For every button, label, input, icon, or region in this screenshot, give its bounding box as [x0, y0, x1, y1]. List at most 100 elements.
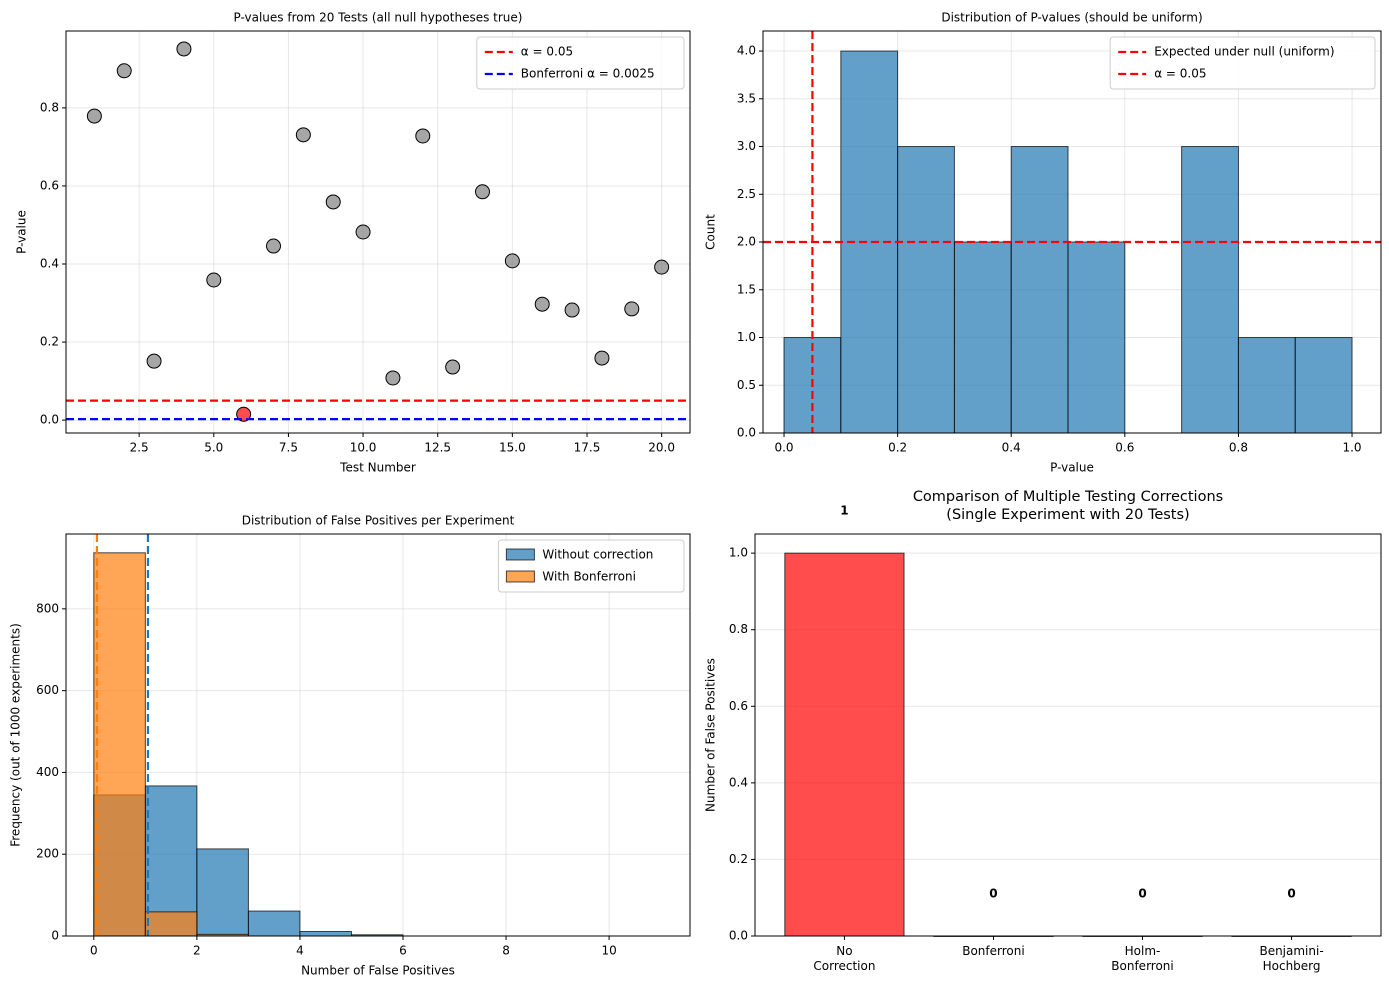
- point: [415, 128, 431, 144]
- x-tick-label: 8: [502, 944, 510, 958]
- y-tick-label: 600: [36, 683, 59, 697]
- x-tick-label: 17.5: [574, 441, 601, 455]
- point: [445, 359, 461, 375]
- axes-frame: [754, 533, 1382, 937]
- hist-bar: [1181, 146, 1239, 434]
- legend: Expected under null (uniform) α = 0.05: [1109, 36, 1376, 90]
- y-tick-label: 200: [36, 847, 59, 861]
- legend-label: α = 0.05: [521, 45, 573, 59]
- legend-swatch: [505, 570, 535, 583]
- axes-frame: [762, 30, 1382, 434]
- y-tick-label: 0.4: [40, 257, 59, 271]
- y-tick-label: 0.0: [737, 426, 756, 440]
- y-tick-label: 0.6: [729, 699, 748, 713]
- legend-box: [476, 36, 685, 90]
- x-tick-label: 0.4: [1002, 441, 1021, 455]
- value-label: 0: [1138, 887, 1146, 901]
- legend-label: Bonferroni α = 0.0025: [521, 67, 655, 81]
- hist-bar: [1237, 337, 1296, 434]
- point: [504, 253, 520, 269]
- point: [624, 301, 640, 317]
- y-tick-label: 0.0: [40, 413, 59, 427]
- y-tick-label: 1.0: [729, 546, 748, 560]
- y-tick-label: 800: [36, 601, 59, 615]
- hist-bar: [144, 911, 198, 937]
- point: [594, 350, 610, 366]
- point: [116, 63, 132, 79]
- x-tick-label: 0.2: [888, 441, 907, 455]
- panel: 0.0 0.2 0.4 0.6 0.8 1.0 1 0 0 0 Number of False Po…: [704, 504, 1382, 943]
- point: [474, 184, 490, 200]
- y-tick-label: 0.6: [40, 178, 59, 192]
- panel: 0.0 0.5 1.0 1.5 2.0 2.5 3.0 3.5 4.0 0.0 0.2 0.4 0.6 0…: [704, 11, 1382, 475]
- x-tick-label: 1.0: [1342, 441, 1361, 455]
- x-axis-label: Number of False Positives: [301, 964, 455, 978]
- x-tick-label: 7.5: [279, 441, 298, 455]
- y-tick-label: 2.5: [737, 187, 756, 201]
- y-tick-label: 0.8: [729, 622, 748, 636]
- y-tick-label: 0.8: [40, 100, 59, 114]
- point: [325, 194, 341, 210]
- chart-title: P-values from 20 Tests (all null hypothe…: [234, 11, 523, 25]
- chart-title: Distribution of P-values (should be unif…: [941, 11, 1202, 25]
- x-tick-label: 2.5: [130, 441, 149, 455]
- x-tick-label: Holm- Bonferroni: [1111, 944, 1174, 973]
- y-axis-label: P-value: [15, 210, 29, 254]
- y-tick-label: 0.0: [729, 929, 748, 943]
- point: [654, 259, 670, 275]
- legend-box: [1109, 36, 1376, 90]
- value-label: 0: [989, 887, 997, 901]
- panel: 0 200 400 600 800 0 2 4 6 8 10 Distribution of Fals…: [9, 514, 691, 978]
- y-tick-label: 4.0: [737, 44, 756, 58]
- y-axis-label: Count: [704, 214, 718, 250]
- y-tick-label: 1.0: [737, 330, 756, 344]
- y-tick-label: 3.5: [737, 91, 756, 105]
- x-tick-label: 2: [193, 944, 201, 958]
- legend-swatch: [505, 548, 535, 561]
- legend: α = 0.05 Bonferroni α = 0.0025: [476, 36, 685, 90]
- hist-bar: [897, 146, 955, 434]
- y-tick-label: 0.2: [729, 852, 748, 866]
- y-tick-label: 0: [51, 929, 59, 943]
- x-tick-label: 0.0: [774, 441, 793, 455]
- x-tick-label: 0.8: [1229, 441, 1248, 455]
- hist-bar: [953, 241, 1012, 434]
- point: [176, 41, 192, 57]
- y-tick-label: 400: [36, 765, 59, 779]
- legend: Without correction With Bonferroni: [497, 539, 685, 593]
- point: [206, 272, 222, 288]
- point: [266, 238, 282, 254]
- y-tick-label: 1.5: [737, 282, 756, 296]
- y-axis-label: Number of False Positives: [704, 658, 718, 812]
- hist-bar: [1010, 146, 1069, 434]
- x-tick-label: 12.5: [424, 441, 451, 455]
- x-tick-label: 10.0: [350, 441, 377, 455]
- y-tick-label: 0.4: [729, 775, 748, 789]
- value-label: 0: [1287, 887, 1295, 901]
- y-tick-label: 3.0: [737, 139, 756, 153]
- legend-label: With Bonferroni: [542, 570, 636, 584]
- hist-bar: [93, 552, 146, 937]
- point: [86, 108, 102, 124]
- point: [564, 302, 580, 318]
- hist-bar: [247, 910, 301, 937]
- x-tick-label: 4: [296, 944, 304, 958]
- point: [534, 296, 550, 312]
- y-tick-label: 0.2: [40, 335, 59, 349]
- axes-frame: [65, 533, 691, 937]
- x-tick-label: No Correction: [813, 944, 876, 973]
- x-tick-label: 0.6: [1115, 441, 1134, 455]
- legend-box: [497, 539, 685, 593]
- chart-title: Distribution of False Positives per Expe…: [242, 514, 515, 528]
- x-axis-label: P-value: [1050, 461, 1094, 475]
- bar: [784, 552, 905, 937]
- hist-bar: [1067, 241, 1126, 434]
- axes-frame: [65, 30, 691, 434]
- point: [385, 370, 401, 386]
- point: [295, 127, 311, 143]
- point: [236, 406, 252, 422]
- legend-label: α = 0.05: [1154, 67, 1206, 81]
- x-tick-label: 0: [90, 944, 98, 958]
